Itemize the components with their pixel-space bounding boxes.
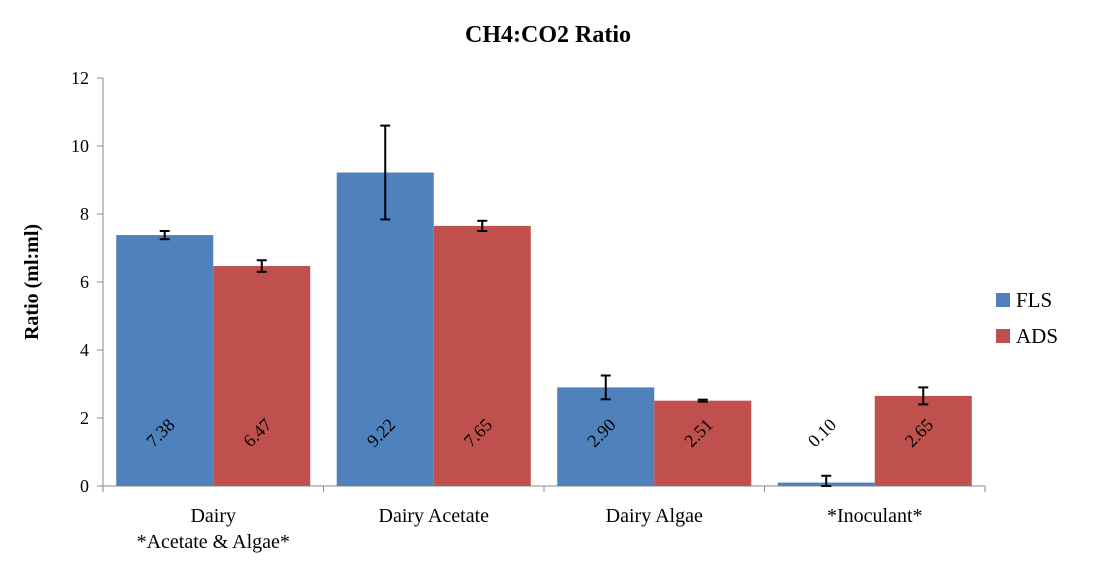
chart-title: CH4:CO2 Ratio	[465, 22, 631, 48]
legend: FLS ADS	[996, 288, 1058, 348]
bar	[433, 225, 531, 486]
legend-swatch	[996, 293, 1010, 307]
y-tick-label: 6	[80, 272, 89, 292]
y-tick-label: 2	[80, 408, 89, 428]
category-label: *Acetate & Algae*	[137, 531, 290, 553]
y-tick-label: 0	[80, 476, 89, 496]
bar	[557, 387, 655, 486]
bar	[213, 266, 311, 486]
y-tick-label: 4	[80, 340, 89, 360]
bar	[654, 400, 752, 486]
y-tick-label: 12	[71, 68, 89, 88]
category-label: *Inoculant*	[827, 505, 923, 527]
y-tick-label: 10	[71, 136, 89, 156]
bar	[874, 395, 972, 486]
category-label: Dairy Algae	[606, 505, 703, 527]
category-label: Dairy	[190, 505, 236, 527]
category-label: Dairy Acetate	[379, 505, 490, 527]
y-axis-label: Ratio (ml:ml)	[21, 224, 43, 340]
legend-swatch	[996, 329, 1010, 343]
data-label: 0.10	[804, 415, 840, 451]
legend-label: FLS	[1016, 288, 1052, 312]
legend-label: ADS	[1016, 324, 1058, 348]
y-tick-label: 8	[80, 204, 89, 224]
bar	[116, 235, 214, 486]
bar	[336, 172, 434, 486]
